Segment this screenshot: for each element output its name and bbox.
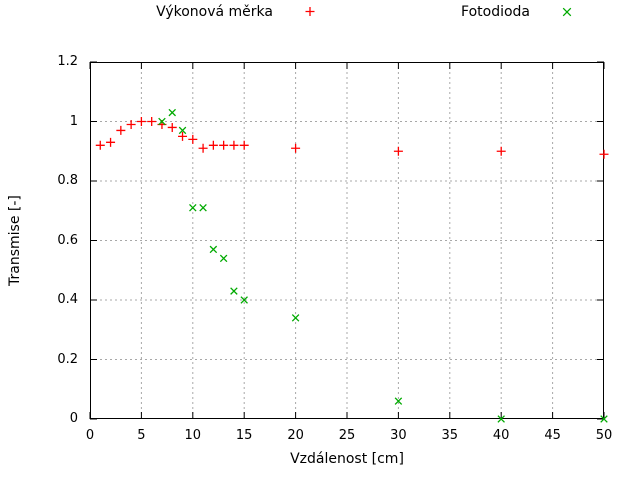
- x-axis-title: Vzdálenost [cm]: [290, 451, 404, 467]
- data-point-cross: [178, 126, 187, 135]
- data-point-plus: [95, 140, 105, 150]
- x-tick-label: 5: [137, 428, 146, 443]
- x-tick-label: 35: [441, 428, 459, 443]
- data-point-plus: [116, 125, 126, 135]
- y-tick-label: 0.6: [57, 232, 78, 248]
- x-tick-label: 20: [287, 428, 304, 443]
- data-point-plus: [291, 143, 301, 153]
- data-point-plus: [599, 149, 609, 159]
- legend-label-fotodioda: Fotodioda: [461, 4, 530, 20]
- data-point-plus: [188, 134, 198, 144]
- data-point-plus: [136, 117, 146, 126]
- x-tick-label: 30: [390, 428, 407, 443]
- x-tick-label: 10: [184, 428, 202, 443]
- data-point-plus: [393, 146, 403, 156]
- data-point-plus: [198, 143, 208, 153]
- data-point-cross: [199, 204, 207, 212]
- y-tick-label: 0: [69, 411, 78, 426]
- data-point-plus: [496, 146, 506, 156]
- cross-marker-icon: [562, 7, 572, 17]
- legend-label-vykonova-merka: Výkonová měrka: [156, 4, 273, 20]
- data-point-plus: [239, 140, 249, 150]
- data-point-cross: [158, 117, 166, 126]
- data-point-cross: [497, 415, 505, 423]
- data-point-plus: [167, 122, 177, 132]
- y-tick-label: 1: [69, 113, 78, 129]
- plus-marker-path: [305, 7, 315, 16]
- data-point-plus: [126, 119, 136, 129]
- y-tick-label: 0.8: [57, 173, 78, 188]
- data-point-plus: [106, 137, 116, 147]
- x-tick-label: 50: [595, 428, 613, 443]
- x-tick-label: 0: [85, 428, 95, 443]
- x-tick-label: 25: [338, 428, 356, 443]
- data-point-cross: [230, 287, 238, 295]
- plus-marker-icon: [305, 7, 315, 16]
- data-point-plus: [178, 131, 188, 141]
- data-point-plus: [208, 140, 218, 150]
- plot-border: [90, 62, 604, 419]
- cross-marker-path: [562, 7, 572, 17]
- data-point-cross: [291, 314, 300, 322]
- y-tick-label: 1.2: [57, 54, 78, 69]
- x-tick-label: 45: [544, 428, 561, 443]
- data-point-cross: [209, 245, 218, 254]
- data-point-cross: [219, 254, 228, 263]
- x-tick-label: 15: [235, 428, 253, 443]
- data-point-cross: [600, 415, 608, 423]
- x-tick-label: 40: [492, 428, 510, 443]
- data-point-plus: [147, 117, 157, 126]
- plot-area: [89, 61, 609, 423]
- data-point-cross: [394, 397, 403, 405]
- y-tick-label: 0.4: [57, 292, 78, 307]
- data-point-plus: [219, 140, 229, 150]
- data-point-cross: [168, 108, 176, 117]
- data-point-cross: [240, 296, 248, 304]
- data-point-cross: [189, 204, 197, 212]
- data-point-plus: [229, 140, 239, 150]
- y-tick-label: 0.2: [57, 351, 78, 367]
